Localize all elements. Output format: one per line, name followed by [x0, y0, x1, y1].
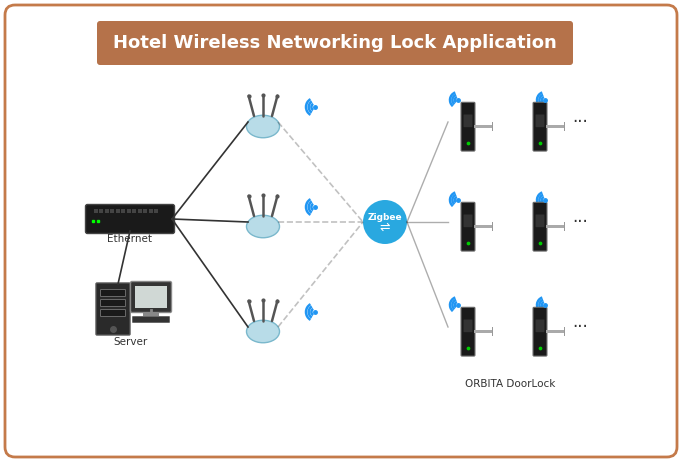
FancyBboxPatch shape	[461, 307, 475, 356]
Bar	[546, 125, 565, 128]
FancyBboxPatch shape	[535, 115, 544, 127]
FancyBboxPatch shape	[85, 205, 175, 233]
FancyBboxPatch shape	[100, 290, 125, 297]
Ellipse shape	[246, 215, 280, 238]
Bar	[546, 225, 565, 228]
Bar	[132, 208, 136, 213]
FancyBboxPatch shape	[100, 299, 125, 306]
FancyBboxPatch shape	[130, 281, 171, 312]
Bar	[474, 125, 492, 128]
Ellipse shape	[246, 115, 280, 138]
FancyBboxPatch shape	[132, 316, 170, 322]
Bar	[143, 208, 147, 213]
Bar	[563, 122, 565, 131]
FancyBboxPatch shape	[464, 320, 473, 332]
Bar	[474, 330, 492, 334]
Bar	[121, 208, 125, 213]
Bar	[563, 328, 565, 336]
Bar	[104, 208, 108, 213]
FancyBboxPatch shape	[464, 115, 473, 127]
Bar	[474, 225, 492, 228]
FancyBboxPatch shape	[535, 320, 544, 332]
Text: Server: Server	[114, 337, 148, 347]
Bar	[93, 208, 98, 213]
Bar	[546, 330, 565, 334]
Ellipse shape	[246, 320, 280, 343]
FancyBboxPatch shape	[100, 310, 125, 316]
Bar	[143, 312, 159, 316]
FancyBboxPatch shape	[461, 102, 475, 151]
Circle shape	[363, 200, 407, 244]
FancyBboxPatch shape	[461, 202, 475, 251]
Bar	[99, 208, 103, 213]
Bar	[492, 222, 493, 231]
FancyBboxPatch shape	[5, 5, 677, 457]
Bar	[492, 122, 493, 131]
FancyBboxPatch shape	[533, 202, 547, 251]
Bar	[126, 208, 130, 213]
FancyBboxPatch shape	[533, 307, 547, 356]
Text: ···: ···	[572, 318, 588, 336]
Bar	[154, 208, 158, 213]
Bar	[115, 208, 119, 213]
Bar	[110, 208, 114, 213]
FancyBboxPatch shape	[535, 214, 544, 227]
FancyBboxPatch shape	[135, 286, 167, 308]
Text: ···: ···	[572, 113, 588, 131]
FancyBboxPatch shape	[464, 214, 473, 227]
FancyBboxPatch shape	[97, 21, 573, 65]
Bar	[149, 208, 153, 213]
FancyBboxPatch shape	[96, 283, 130, 335]
Bar	[563, 222, 565, 231]
Text: ORBITA DoorLock: ORBITA DoorLock	[465, 379, 555, 389]
Text: Ethernet: Ethernet	[108, 234, 153, 244]
Bar	[138, 208, 141, 213]
Text: Zigbee: Zigbee	[368, 213, 402, 221]
Bar	[492, 328, 493, 336]
Text: ···: ···	[572, 213, 588, 231]
Text: ⇌: ⇌	[380, 220, 390, 233]
FancyBboxPatch shape	[533, 102, 547, 151]
Text: Hotel Wireless Networking Lock Application: Hotel Wireless Networking Lock Applicati…	[113, 34, 557, 52]
